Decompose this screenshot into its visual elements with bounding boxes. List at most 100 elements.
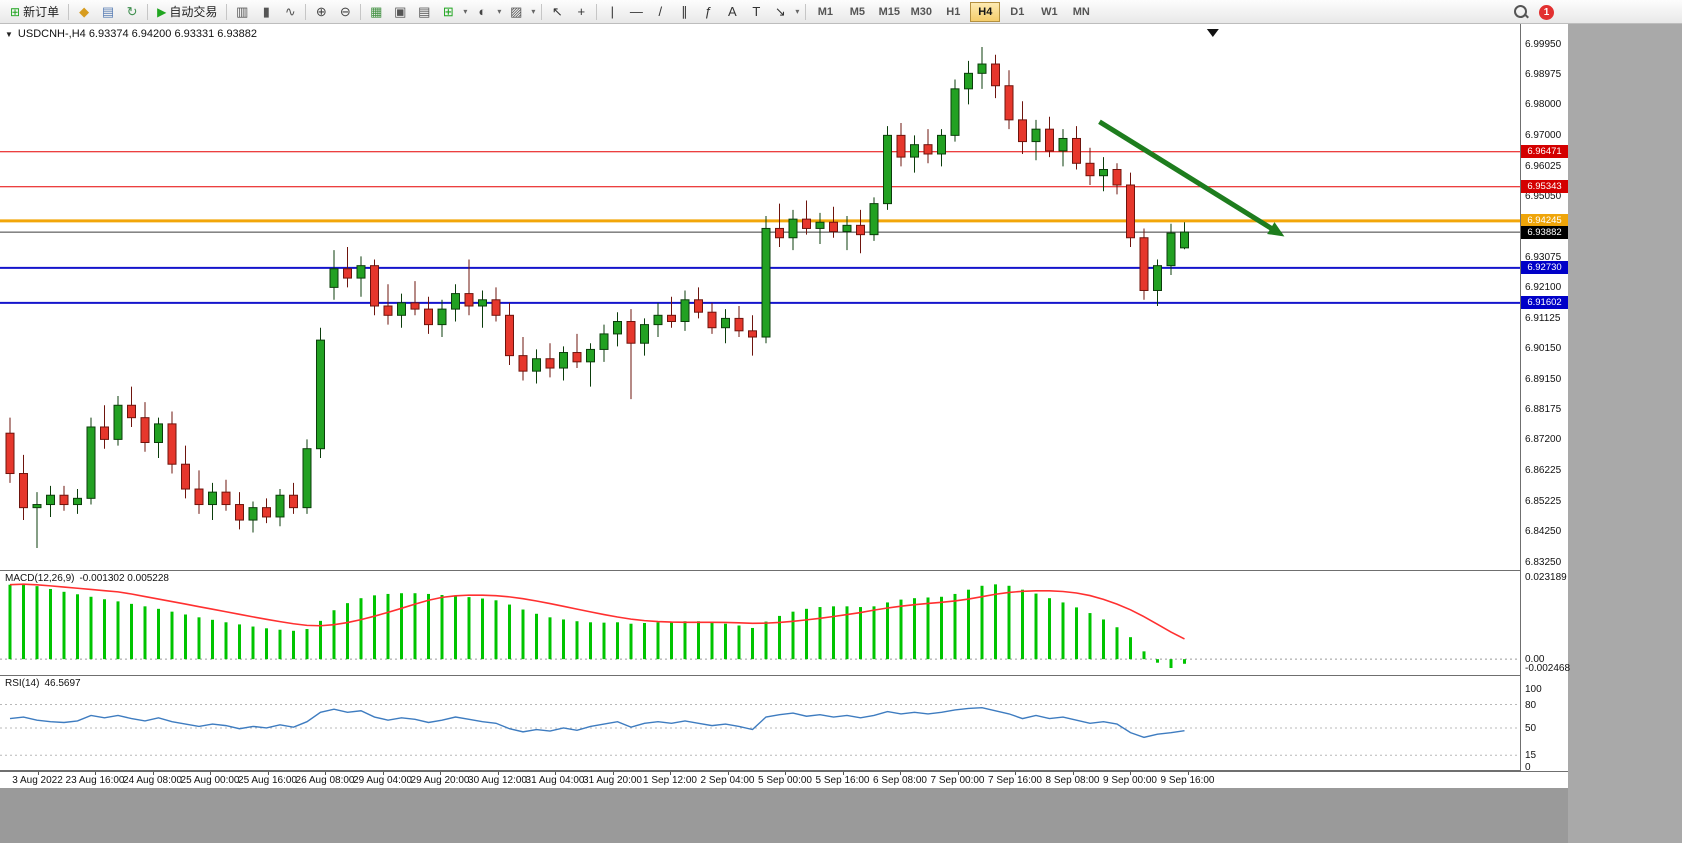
- candlestick-chart-icon[interactable]: ▮: [262, 4, 270, 19]
- macd-histogram-bar: [967, 589, 970, 660]
- timeframe-button-m30[interactable]: M30: [910, 5, 933, 18]
- arrows-icon[interactable]: ↘: [774, 4, 786, 19]
- rsi-axis-label: 80: [1525, 699, 1537, 711]
- candlestick: [1139, 237, 1149, 291]
- bar-chart-icon[interactable]: ▥: [236, 4, 249, 19]
- toolbar: ⊞ 新订单 ◆ ▤ ↻ ▶ 自动交易 ▥ ▮ ∿ ⊕ ⊖ ▦ ▣ ▤ ⊞ ▾ ◐ ▾ ▨ ▾ ↖ + | — / ∥ ƒ A T ↘ ▾ M1…: [0, 0, 1682, 24]
- text-icon[interactable]: A: [727, 4, 737, 19]
- macd-histogram-bar: [656, 622, 660, 660]
- equidistant-channel-icon[interactable]: ∥: [681, 4, 688, 19]
- candlestick: [289, 494, 298, 509]
- auto-scroll-icon[interactable]: ▣: [394, 4, 407, 19]
- toolbar-items: ⊞ 新订单 ◆ ▤ ↻ ▶ 自动交易 ▥ ▮ ∿ ⊕ ⊖ ▦ ▣ ▤ ⊞ ▾ ◐ ▾ ▨ ▾ ↖ + | — / ∥ ƒ A T ↘ ▾: [4, 1, 809, 23]
- new-order-button[interactable]: ⊞ 新订单: [4, 2, 65, 22]
- macd-histogram-bar: [373, 595, 376, 660]
- timeframe-button-h4[interactable]: H4: [970, 1, 1001, 22]
- trend-arrow-line[interactable]: [1098, 119, 1278, 234]
- timeframe-button-m1[interactable]: M1: [817, 5, 833, 18]
- candlestick: [32, 504, 42, 509]
- price-axis-label: 6.86225: [1525, 464, 1562, 476]
- macd-histogram-bar: [197, 617, 201, 660]
- time-axis-tick: [440, 772, 441, 775]
- timeframe-button-h1[interactable]: H1: [946, 5, 961, 18]
- fibonacci-icon[interactable]: ƒ: [704, 4, 712, 19]
- window-bottom-margin: [0, 788, 1568, 843]
- candlestick: [1180, 231, 1189, 249]
- charts-profile-icon[interactable]: ◆: [79, 4, 90, 19]
- notifications-badge[interactable]: 1: [1539, 4, 1554, 20]
- window-right-margin: [1568, 24, 1682, 843]
- candlestick: [896, 134, 906, 158]
- horizontal-line-icon[interactable]: —: [629, 4, 643, 19]
- line-price-box: 6.91602: [1521, 296, 1568, 310]
- chart-shift-icon[interactable]: ▤: [418, 4, 431, 19]
- cursor-icon[interactable]: ↖: [551, 4, 563, 19]
- auto-trading-button[interactable]: ▶ 自动交易: [151, 2, 223, 22]
- crosshair-icon[interactable]: +: [577, 4, 586, 19]
- search-icon[interactable]: [1514, 4, 1529, 20]
- rsi-line: [9, 706, 1185, 739]
- vertical-line-icon[interactable]: |: [610, 4, 615, 19]
- tile-windows-icon[interactable]: ▦: [370, 4, 383, 19]
- rsi-axis-label: 50: [1525, 722, 1537, 734]
- candlestick: [991, 63, 1000, 87]
- timeframe-button-m5[interactable]: M5: [849, 5, 865, 18]
- time-axis-tick: [727, 772, 729, 775]
- macd-panel[interactable]: MACD(12,26,9) -0.001302 0.005228: [0, 571, 1520, 676]
- candlestick: [653, 314, 663, 326]
- arrows-caret-icon[interactable]: ▾: [795, 7, 800, 16]
- time-axis-tick: [957, 772, 959, 775]
- macd-values: -0.001302 0.005228: [79, 573, 169, 584]
- time-axis-label: 31 Aug 20:00: [583, 775, 642, 786]
- time-axis-label: 24 Aug 08:00: [123, 775, 182, 786]
- macd-histogram-bar: [643, 623, 646, 660]
- macd-histogram-bar: [305, 629, 309, 660]
- rsi-axis-label: 100: [1525, 683, 1542, 695]
- candlestick: [788, 218, 798, 239]
- templates-icon[interactable]: ▨: [510, 4, 523, 19]
- refresh-icon[interactable]: ↻: [126, 4, 138, 19]
- auto-trading-button-label: 自动交易: [169, 5, 218, 19]
- timeframe-button-mn[interactable]: MN: [1072, 5, 1090, 18]
- macd-histogram-bar: [1129, 637, 1132, 660]
- macd-histogram-bar: [1142, 651, 1146, 660]
- macd-histogram-bar: [616, 622, 619, 660]
- periods-icon[interactable]: ◐: [478, 4, 487, 19]
- macd-histogram-bar: [872, 606, 876, 660]
- timeframe-button-d1[interactable]: D1: [1010, 5, 1025, 18]
- candlestick: [194, 488, 204, 506]
- zoom-in-icon[interactable]: ⊕: [315, 4, 327, 19]
- macd-histogram-bar: [170, 611, 174, 660]
- candlestick: [910, 144, 919, 158]
- macd-histogram-bar: [697, 621, 700, 660]
- market-watch-icon[interactable]: ▤: [101, 4, 115, 19]
- rsi-panel[interactable]: RSI(14) 46.5697: [0, 676, 1520, 771]
- new-chart-icon[interactable]: ⊞: [442, 4, 454, 19]
- price-chart-panel[interactable]: ▼ USDCNH-,H4 6.93374 6.94200 6.93331 6.9…: [0, 24, 1520, 571]
- one-click-trading-icon[interactable]: ▼: [5, 29, 13, 39]
- text-label-icon[interactable]: T: [752, 4, 761, 19]
- timeframe-button-w1[interactable]: W1: [1041, 5, 1058, 18]
- price-axis-label: 6.89150: [1525, 373, 1562, 385]
- macd-histogram-bar: [629, 623, 633, 660]
- candlestick: [127, 404, 136, 419]
- periods-caret-icon[interactable]: ▾: [497, 7, 502, 16]
- time-axis-tick: [37, 772, 39, 775]
- chart-shift-marker-icon[interactable]: [1206, 29, 1219, 37]
- new-chart-caret-icon[interactable]: ▾: [463, 7, 468, 16]
- time-axis-tick: [1130, 772, 1131, 775]
- timeframe-button-m15[interactable]: M15: [878, 5, 901, 18]
- line-chart-icon[interactable]: ∿: [284, 4, 296, 19]
- macd-histogram-bar: [116, 601, 120, 660]
- price-axis-label: 6.88175: [1525, 404, 1562, 416]
- toolbar-separator: [596, 3, 598, 20]
- candlestick-chart[interactable]: [0, 24, 1520, 570]
- candlestick: [1045, 128, 1054, 152]
- trend-arrow-head[interactable]: [1267, 222, 1285, 237]
- candlestick: [302, 448, 312, 509]
- zoom-out-icon[interactable]: ⊖: [339, 4, 351, 19]
- macd-histogram-bar: [832, 606, 835, 660]
- trendline-icon[interactable]: /: [658, 4, 663, 19]
- templates-caret-icon[interactable]: ▾: [531, 7, 536, 16]
- candlestick: [370, 265, 379, 307]
